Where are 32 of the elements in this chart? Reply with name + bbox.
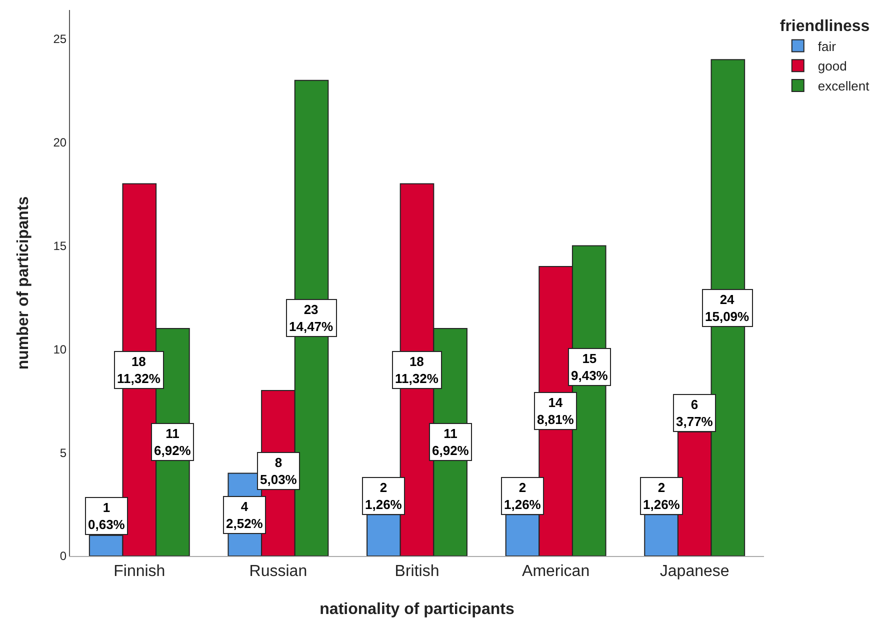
data-label: 18 11,32% bbox=[395, 354, 439, 386]
y-tick-label: 0 bbox=[60, 549, 67, 564]
data-label: 8 5,03% bbox=[260, 455, 298, 487]
x-tick-label: Finnish bbox=[114, 563, 166, 580]
x-tick-label: American bbox=[522, 563, 590, 580]
data-label: 15 9,43% bbox=[571, 351, 608, 383]
data-label: 4 2,52% bbox=[226, 499, 264, 531]
data-label: 11 6,92% bbox=[432, 426, 470, 458]
x-tick-label: Japanese bbox=[660, 563, 730, 580]
data-label: 2 1,26% bbox=[365, 480, 402, 512]
data-label: 1 0,63% bbox=[88, 500, 126, 532]
y-tick-label: 20 bbox=[53, 136, 67, 150]
data-label: 6 3,77% bbox=[676, 397, 714, 429]
y-axis-title: number of participants bbox=[15, 196, 32, 370]
x-tick-label: British bbox=[394, 563, 440, 580]
y-tick-label: 5 bbox=[60, 446, 67, 460]
legend-title: friendliness bbox=[780, 18, 870, 35]
y-tick-label: 10 bbox=[53, 342, 67, 356]
data-label: 2 1,26% bbox=[643, 480, 680, 512]
data-label: 23 14,47% bbox=[289, 302, 334, 334]
legend-label: excellent bbox=[818, 78, 870, 94]
data-label: 18 11,32% bbox=[117, 354, 161, 386]
legend-label: good bbox=[818, 58, 847, 74]
data-label: 14 8,81% bbox=[537, 395, 574, 427]
y-tick-label: 25 bbox=[53, 32, 67, 46]
legend-label: fair bbox=[818, 38, 837, 54]
data-label: 2 1,26% bbox=[504, 480, 542, 512]
x-axis-title: nationality of participants bbox=[320, 601, 514, 618]
data-label: 24 15,09% bbox=[705, 292, 750, 324]
x-tick-label: Russian bbox=[249, 563, 308, 580]
data-label: 11 6,92% bbox=[154, 426, 192, 458]
y-tick-label: 15 bbox=[53, 238, 67, 253]
